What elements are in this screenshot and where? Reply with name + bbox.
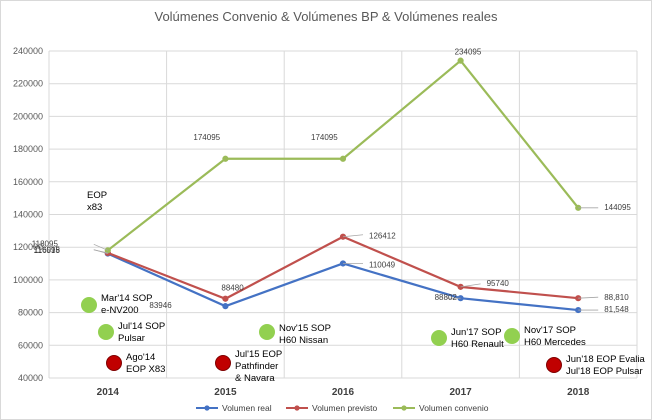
data-label: 118095 <box>32 239 59 248</box>
y-tick-label: 220000 <box>13 79 43 89</box>
x-axis: 2014 2015 2016 2017 2018 <box>97 387 590 398</box>
y-tick-label: 140000 <box>13 210 43 220</box>
green-milestone-marker <box>81 297 97 313</box>
annotation-text: H60 Nissan <box>279 335 328 346</box>
red-milestone-marker <box>215 355 231 371</box>
y-tick-label: 180000 <box>13 144 43 154</box>
y-axis: 40000 60000 80000 100000 120000 140000 160000 1… <box>13 46 43 383</box>
legend[interactable]: Volumen real Volumen previsto Volumen conv… <box>196 403 489 413</box>
data-label: 116518 <box>34 246 61 255</box>
annotation-text: & Navara <box>235 373 275 384</box>
annotation-text: e-NV200 <box>101 305 139 316</box>
annotation-text: x83 <box>87 202 102 213</box>
red-milestone-marker <box>546 357 562 373</box>
legend-item-0[interactable]: Volumen real <box>196 403 272 413</box>
data-label: 88480 <box>221 284 244 293</box>
annotation-text: H60 Mercedes <box>524 337 586 348</box>
legend-item-1[interactable]: Volumen previsto <box>286 403 377 413</box>
data-label: 110049 <box>369 260 396 269</box>
x-tick-label: 2017 <box>449 387 472 398</box>
series-group <box>104 57 582 314</box>
x-tick-label: 2014 <box>97 387 120 398</box>
legend-swatch-marker <box>294 405 300 411</box>
annotation-text: Pathfinder <box>235 361 278 372</box>
label-leader <box>460 283 481 288</box>
y-tick-label: 160000 <box>13 177 43 187</box>
legend-swatch-marker <box>204 405 210 411</box>
green-milestone-marker <box>259 324 275 340</box>
annotation-text: Jul'18 EOP Pulsar <box>566 366 643 377</box>
annotation-text: H60 Renault <box>451 339 504 350</box>
label-leader <box>342 234 364 238</box>
green-milestone-marker <box>431 330 447 346</box>
data-point <box>222 155 229 162</box>
label-leader <box>93 243 108 251</box>
data-point <box>339 155 347 162</box>
y-tick-label: 200000 <box>13 111 43 121</box>
annotation-text: Nov'15 SOP <box>279 323 331 334</box>
annotation-text: Jul'15 EOP <box>235 349 282 360</box>
data-label: 174095 <box>193 133 220 142</box>
annotation-text: EOP <box>87 190 107 201</box>
annotation-text: Jun'18 EOP Evalia <box>566 354 645 365</box>
series-line-2 <box>107 59 580 252</box>
y-tick-label: 100000 <box>13 275 43 285</box>
data-label: 116095 <box>34 246 61 255</box>
annotation-text: Ago'14 <box>126 352 155 363</box>
data-label: 95740 <box>487 279 510 288</box>
x-tick-label: 2015 <box>214 387 237 398</box>
green-milestone-marker <box>504 328 520 344</box>
legend-label: Volumen convenio <box>419 403 489 413</box>
annotation-text: EOP X83 <box>126 364 165 375</box>
data-label: 144095 <box>604 203 631 212</box>
label-leader <box>93 249 108 254</box>
data-point <box>222 295 229 302</box>
legend-label: Volumen previsto <box>312 403 377 413</box>
data-point <box>222 303 229 310</box>
annotation-text: Mar'14 SOP <box>101 293 152 304</box>
data-point <box>457 57 464 64</box>
label-leader <box>578 296 599 299</box>
x-tick-label: 2018 <box>567 387 590 398</box>
data-label: 234095 <box>455 48 482 57</box>
data-label: 174095 <box>311 133 338 142</box>
chart-title: Volúmenes Convenio & Volúmenes BP & Volú… <box>154 9 498 24</box>
series-line-1 <box>107 235 579 300</box>
y-tick-label: 40000 <box>18 373 43 383</box>
y-tick-label: 240000 <box>13 46 43 56</box>
annotation-text: Jul'14 SOP <box>118 321 165 332</box>
y-tick-label: 60000 <box>18 340 43 350</box>
data-label: 126412 <box>369 232 396 241</box>
annotation-text: Jun'17 SOP <box>451 327 501 338</box>
red-milestone-marker <box>106 355 122 371</box>
y-tick-label: 120000 <box>13 242 43 252</box>
legend-item-2[interactable]: Volumen convenio <box>393 403 489 413</box>
legend-swatch-marker <box>401 405 407 411</box>
green-milestone-marker <box>98 324 114 340</box>
legend-label: Volumen real <box>222 403 272 413</box>
data-labels: 116095 83946 110049 88802 81,548 116518 88480 1… <box>32 48 632 314</box>
data-label: 88,810 <box>604 293 629 302</box>
data-label: 81,548 <box>604 305 629 314</box>
annotation-text: Nov'17 SOP <box>524 325 576 336</box>
annotation-text: Pulsar <box>118 333 145 344</box>
x-tick-label: 2016 <box>332 387 355 398</box>
y-tick-label: 80000 <box>18 308 43 318</box>
data-label: 83946 <box>149 301 172 310</box>
data-label: 88802 <box>435 293 458 302</box>
grid <box>48 50 638 379</box>
